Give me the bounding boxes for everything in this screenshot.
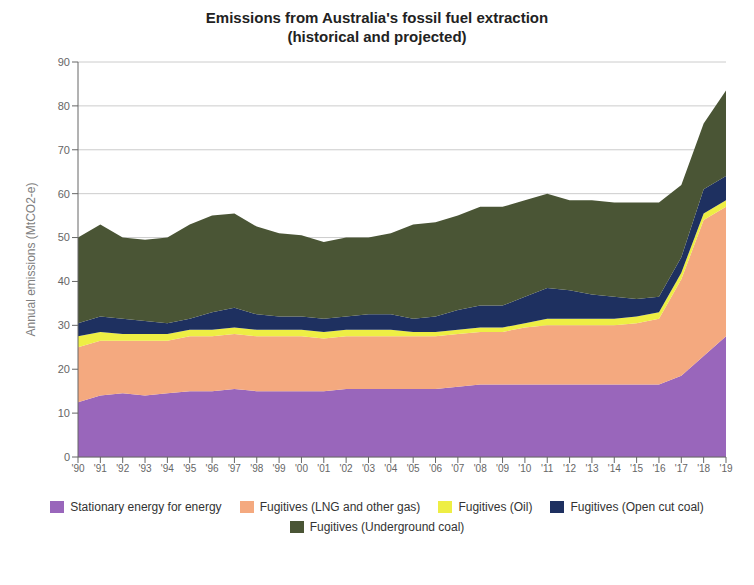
svg-text:'01: '01: [317, 463, 330, 474]
svg-text:80: 80: [58, 100, 70, 112]
svg-text:'93: '93: [139, 463, 152, 474]
svg-text:'06: '06: [429, 463, 442, 474]
svg-text:'99: '99: [273, 463, 286, 474]
svg-text:'12: '12: [563, 463, 576, 474]
svg-text:'98: '98: [250, 463, 263, 474]
html-text:(historical and projected): (historical and projected): [287, 28, 467, 45]
svg-text:'07: '07: [451, 463, 464, 474]
svg-text:'94: '94: [161, 463, 174, 474]
svg-text:'09: '09: [496, 463, 509, 474]
html-text:Fugitives (LNG and other gas): Fugitives (LNG and other gas): [259, 500, 421, 514]
svg-text:'16: '16: [652, 463, 665, 474]
svg-text:'91: '91: [94, 463, 107, 474]
svg-text:'00: '00: [295, 463, 308, 474]
svg-text:50: 50: [58, 231, 70, 243]
svg-text:20: 20: [58, 363, 70, 375]
svg-text:'02: '02: [340, 463, 353, 474]
html-text:Fugitives (Oil): Fugitives (Oil): [458, 500, 533, 514]
svg-text:Annual emissions (MtCO2-e): Annual emissions (MtCO2-e): [24, 182, 38, 336]
svg-text:'95: '95: [183, 463, 196, 474]
svg-text:'13: '13: [585, 463, 598, 474]
svg-text:70: 70: [58, 144, 70, 156]
html-text:Emissions from Australia's fos: Emissions from Australia's fossil fuel e…: [205, 9, 549, 26]
html-text:Fugitives (Underground coal): Fugitives (Underground coal): [309, 520, 465, 534]
svg-text:'05: '05: [407, 463, 420, 474]
svg-text:'11: '11: [541, 463, 554, 474]
svg-text:'14: '14: [608, 463, 621, 474]
svg-text:40: 40: [58, 275, 70, 287]
svg-text:0: 0: [64, 451, 70, 463]
svg-text:60: 60: [58, 188, 70, 200]
html-text:Fugitives (Open cut coal): Fugitives (Open cut coal): [570, 500, 704, 514]
svg-text:'03: '03: [362, 463, 375, 474]
svg-text:'97: '97: [228, 463, 241, 474]
svg-text:'90: '90: [71, 463, 84, 474]
svg-text:'96: '96: [206, 463, 219, 474]
svg-text:'17: '17: [675, 463, 688, 474]
svg-text:'10: '10: [518, 463, 531, 474]
svg-text:'92: '92: [116, 463, 129, 474]
svg-text:'19: '19: [719, 463, 732, 474]
svg-text:90: 90: [58, 56, 70, 68]
svg-text:'15: '15: [630, 463, 643, 474]
svg-text:'18: '18: [697, 463, 710, 474]
svg-text:'04: '04: [384, 463, 397, 474]
svg-text:'08: '08: [474, 463, 487, 474]
svg-text:30: 30: [58, 319, 70, 331]
svg-text:10: 10: [58, 407, 70, 419]
html-text:Stationary energy for energy: Stationary energy for energy: [70, 500, 222, 514]
